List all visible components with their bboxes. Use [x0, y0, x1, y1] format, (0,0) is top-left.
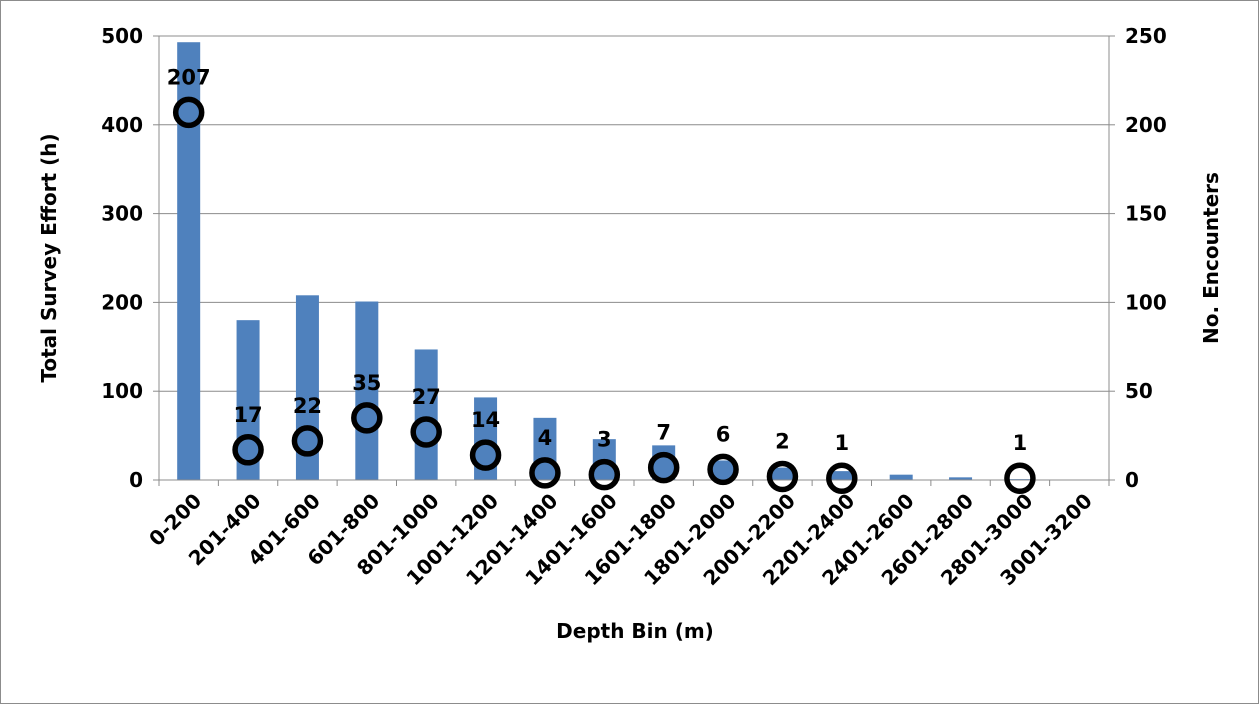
effort-bar	[949, 477, 973, 480]
y2-tick-label: 50	[1125, 379, 1153, 403]
y2-axis-title: No. Encounters	[1199, 172, 1223, 344]
encounter-marker	[351, 402, 383, 434]
encounter-data-label: 17	[233, 403, 262, 427]
effort-bar	[889, 474, 913, 480]
effort-bar	[177, 42, 201, 480]
encounter-data-label: 207	[167, 65, 211, 89]
effort-bar	[355, 301, 379, 480]
effort-bar	[533, 417, 557, 480]
encounter-marker	[707, 453, 739, 486]
effort-bar	[474, 397, 498, 480]
encounter-data-label: 27	[412, 385, 441, 409]
effort-bar	[236, 320, 260, 480]
encounter-marker	[588, 458, 621, 491]
encounter-marker	[826, 462, 858, 494]
y2-tick-label: 200	[1125, 113, 1167, 137]
effort-bar	[414, 349, 438, 480]
encounter-data-label: 6	[716, 422, 731, 446]
encounter-data-label: 14	[471, 408, 500, 432]
data-labels: 207 17 22 35 27 14 4 3 7 6 2 1 1	[167, 65, 1027, 455]
y2-tick-label: 150	[1125, 202, 1167, 226]
encounter-data-label: 4	[538, 426, 553, 450]
y-axis-title: Total Survey Effort (h)	[37, 133, 61, 382]
effort-bar	[830, 471, 854, 480]
effort-bar	[770, 467, 794, 480]
encounter-marker	[766, 460, 799, 493]
y2-tick-label: 0	[1125, 468, 1139, 492]
encounter-data-label: 1	[1013, 431, 1028, 455]
effort-bars	[177, 42, 1032, 480]
encounter-data-label: 2	[775, 429, 790, 453]
encounter-marker	[1004, 462, 1036, 494]
y-tick-label: 0	[129, 468, 143, 492]
encounter-data-label: 35	[352, 371, 381, 395]
y-tick-label: 400	[101, 113, 143, 137]
encounter-data-label: 3	[597, 428, 612, 452]
effort-bar	[711, 460, 735, 480]
axes	[153, 35, 1115, 486]
encounter-marker	[172, 96, 205, 129]
y-tick-label: 200	[101, 290, 143, 314]
encounter-marker	[291, 425, 324, 457]
x-axis-title: Depth Bin (m)	[556, 619, 714, 643]
encounter-marker	[529, 457, 561, 489]
encounter-markers	[172, 96, 1036, 494]
effort-bar	[295, 295, 319, 480]
encounter-marker	[232, 434, 264, 466]
y-tick-label: 500	[101, 24, 143, 48]
tick-labels: 01002003004005000501001502002500-200201-…	[101, 24, 1167, 590]
y-tick-label: 100	[101, 379, 143, 403]
encounter-data-label: 7	[656, 421, 671, 445]
y-tick-label: 300	[101, 202, 143, 226]
y2-tick-label: 250	[1125, 24, 1167, 48]
encounter-data-label: 1	[835, 431, 850, 455]
encounter-marker	[647, 451, 680, 484]
encounter-marker	[410, 416, 442, 448]
y2-tick-label: 100	[1125, 290, 1167, 314]
encounter-marker	[469, 439, 502, 471]
encounter-data-label: 22	[293, 394, 322, 418]
